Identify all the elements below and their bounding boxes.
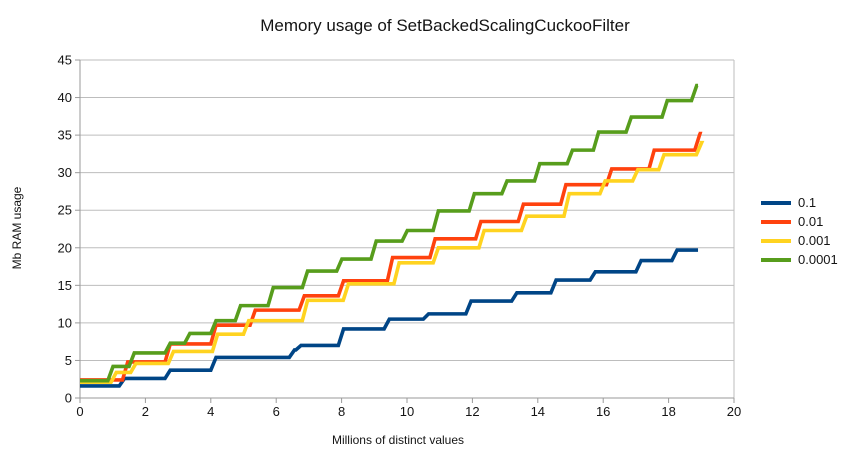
y-tick-label: 5 (65, 353, 72, 368)
x-tick-label: 16 (596, 404, 610, 419)
x-tick-label: 4 (207, 404, 214, 419)
series-line-0.01 (80, 131, 703, 382)
y-tick-label: 20 (58, 240, 72, 255)
legend-swatch-0.0001 (761, 258, 791, 262)
y-tick-label: 15 (58, 278, 72, 293)
y-tick-label: 40 (58, 90, 72, 105)
legend-label: 0.1 (798, 195, 817, 210)
y-tick-label: 10 (58, 315, 72, 330)
legend-item-0.0001: 0.0001 (761, 253, 838, 267)
y-tick-label: 30 (58, 165, 72, 180)
legend-swatch-0.1 (761, 201, 791, 205)
legend-swatch-0.001 (761, 239, 791, 243)
x-tick-label: 12 (465, 404, 479, 419)
series-line-0.0001 (80, 83, 699, 383)
x-tick-label: 10 (400, 404, 414, 419)
y-tick-label: 35 (58, 128, 72, 143)
legend-item-0.01: 0.01 (761, 215, 838, 229)
chart-title: Memory usage of SetBackedScalingCuckooFi… (260, 16, 630, 35)
x-tick-label: 14 (531, 404, 545, 419)
x-axis-title: Millions of distinct values (331, 433, 465, 447)
x-tick-label: 8 (338, 404, 345, 419)
x-tick-label: 6 (273, 404, 280, 419)
x-tick-label: 0 (76, 404, 83, 419)
legend-swatch-0.01 (761, 220, 791, 224)
legend-item-0.1: 0.1 (761, 196, 838, 210)
x-tick-label: 20 (727, 404, 741, 419)
legend: 0.1 0.01 0.001 0.0001 (761, 196, 838, 272)
x-tick-label: 18 (661, 404, 675, 419)
y-tick-label: 45 (58, 53, 72, 68)
series-line-0.001 (80, 140, 705, 385)
y-tick-label: 0 (65, 391, 72, 406)
legend-label: 0.0001 (798, 252, 838, 267)
legend-label: 0.001 (798, 233, 831, 248)
y-tick-label: 25 (58, 203, 72, 218)
y-axis-title: Mb RAM usage (10, 186, 24, 270)
series-line-0.1 (80, 248, 699, 388)
legend-item-0.001: 0.001 (761, 234, 838, 248)
x-tick-label: 2 (142, 404, 149, 419)
legend-label: 0.01 (798, 214, 824, 229)
